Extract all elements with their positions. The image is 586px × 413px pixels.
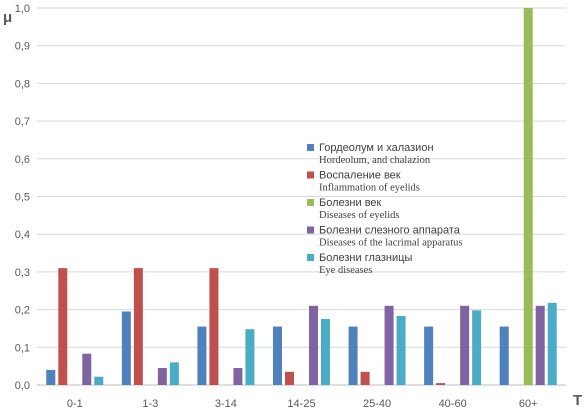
legend-swatch [307, 254, 314, 261]
grid-lines [37, 7, 566, 386]
x-axis-label: T [573, 392, 582, 409]
bar [384, 305, 394, 385]
x-tick-label: 1-3 [142, 398, 158, 410]
x-tick-labels: 0-1 1-3 3-14 14-25 25-40 40-60 60+ [67, 398, 538, 410]
bar [157, 368, 167, 385]
y-tick-label: 0,3 [15, 267, 30, 279]
legend-label: Болезни глазницы [319, 252, 412, 264]
y-tick-label: 0,7 [15, 116, 30, 128]
bar [121, 311, 131, 385]
bar [273, 326, 282, 385]
legend-label-english: Eye diseases [319, 265, 372, 276]
y-tick-label: 0,2 [15, 305, 30, 317]
x-tick-label: 0-1 [67, 398, 83, 410]
legend-swatch [307, 144, 314, 151]
bar [396, 316, 406, 385]
legend-label-english: Hordeolum, and chalazion [319, 155, 431, 166]
y-tick-label: 0,9 [15, 41, 30, 53]
bar [233, 368, 243, 385]
x-tick-label: 60+ [519, 398, 538, 410]
bar [547, 302, 557, 385]
bar [472, 310, 482, 385]
bar [499, 326, 509, 385]
legend-swatch [307, 226, 314, 234]
y-tick-label: 1,0 [15, 3, 30, 15]
y-tick-label: 0,8 [15, 78, 30, 90]
bar [535, 305, 545, 385]
bar [46, 369, 56, 385]
x-tick-label: 40-60 [439, 398, 467, 410]
legend-swatch [307, 171, 314, 179]
bar [436, 383, 446, 385]
legend-label-english: Diseases of the lacrimal apparatus [319, 238, 462, 249]
legend-label: Воспаление век [319, 170, 401, 182]
x-tick-label: 14-25 [287, 398, 315, 410]
bar [321, 319, 330, 385]
bar [245, 329, 255, 385]
y-tick-label: 0,1 [15, 342, 30, 354]
legend-label: Болезни век [319, 197, 382, 209]
legend-label-english: Diseases of eyelids [319, 210, 399, 221]
bar [523, 8, 533, 385]
bar [348, 326, 358, 385]
bar [82, 353, 92, 385]
bar [94, 376, 104, 385]
bars [46, 8, 557, 385]
bar [169, 362, 179, 385]
y-tick-label: 0,4 [15, 229, 30, 241]
bar [209, 268, 219, 385]
bar [197, 326, 207, 385]
y-tick-labels: 0,0 0,1 0,2 0,3 0,4 0,5 0,6 0,7 0,8 0,9 1,0 [15, 3, 30, 392]
y-tick-label: 0,5 [15, 192, 30, 204]
legend-swatch [307, 199, 314, 206]
bar [460, 305, 470, 385]
bar [58, 268, 68, 385]
y-tick-label: 0,0 [15, 380, 30, 392]
x-tick-label: 25-40 [363, 398, 391, 410]
bar [309, 305, 318, 385]
bar [285, 371, 294, 385]
legend-label-english: Inflammation of eyelids [319, 183, 420, 194]
x-tick-label: 3-14 [215, 398, 237, 410]
legend-label: Болезни слезного аппарата [319, 225, 461, 237]
legend-label: Гордеолум и халазион [319, 142, 434, 154]
bar [360, 371, 370, 385]
bar [133, 268, 143, 385]
y-axis-label: μ [3, 9, 12, 26]
y-tick-label: 0,6 [15, 154, 30, 166]
bar [424, 326, 434, 385]
